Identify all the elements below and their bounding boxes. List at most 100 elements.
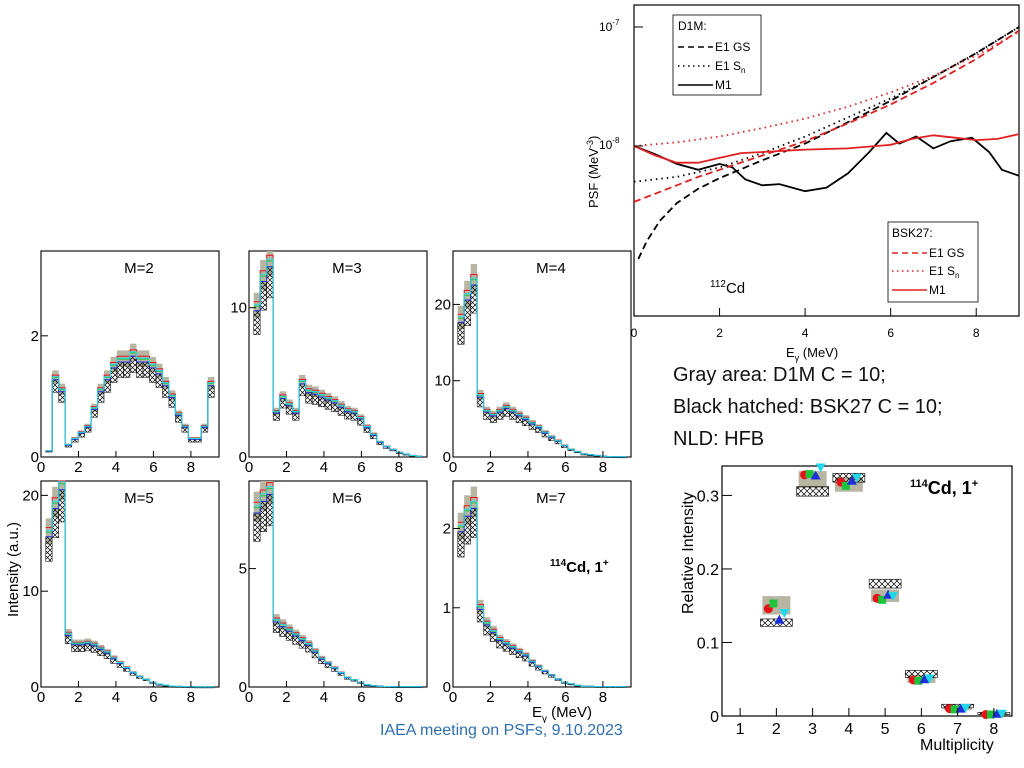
spectrum-gray-band	[464, 280, 471, 308]
spectrum-hatched-band	[149, 367, 157, 383]
spectrum-hatched-band	[476, 609, 484, 623]
relative-intensity-chart: 1 2 3 4 5 6 7 8 0 0.1 0.2 0.3 Relative Intensity Mu…	[680, 463, 1013, 754]
spectrum-hatched-band	[298, 640, 306, 649]
legend-bsk-m1: M1	[929, 283, 946, 297]
spectrum-ytick-label: 0	[31, 449, 39, 466]
relint-xtick-label: 7	[953, 721, 962, 738]
spectrum-hatched-band	[463, 299, 471, 326]
spectrum-ytick-label: 2	[443, 521, 451, 538]
spectrum-hatched-band	[318, 396, 326, 408]
spectrum-xtick-label: 4	[112, 689, 120, 706]
relint-point-green-square	[986, 710, 995, 719]
spectrum-frame	[248, 480, 428, 688]
relint-point-cyan-triangle	[888, 592, 899, 602]
spectrum-hatched-band	[476, 396, 484, 408]
spectrum-xtick-label: 8	[395, 459, 403, 476]
relint-point-green-square	[769, 599, 778, 608]
relint-xtick-label: 8	[989, 721, 998, 738]
relint-xtick-label: 6	[917, 721, 926, 738]
spectrum-hatched-band	[483, 624, 491, 636]
spectrum-gray-band	[253, 292, 261, 319]
spectrum-gray-band	[253, 491, 261, 522]
psf-xtick-label: 0	[631, 326, 638, 340]
spectrum-xtick-label: 8	[599, 689, 607, 706]
psf-series-bsk27-e1-gs	[634, 29, 1019, 203]
spectrum-panel-m5: 0 2 4 6 8 0 10 20 M=5	[22, 480, 220, 706]
psf-xtick-label: 2	[716, 326, 723, 340]
spectrum-hatched-band	[279, 398, 287, 409]
spectrum-gray-band	[266, 481, 274, 505]
spectrum-xtick-label: 2	[74, 689, 82, 706]
spectrum-xtick-label: 4	[524, 689, 532, 706]
relint-point-blue-triangle	[810, 470, 821, 480]
spectrum-gray-band	[266, 251, 274, 277]
spectrum-hatched-band	[58, 391, 66, 403]
spectrum-hatched-band	[363, 427, 371, 433]
spectrum-hatched-band	[97, 649, 105, 656]
spectrum-hatched-band	[489, 415, 497, 423]
spectrum-hatched-band	[324, 399, 332, 410]
relint-point-cyan-triangle	[851, 473, 862, 483]
psf-chart: 0 2 4 6 8 10-7 10-8 PSF (MeV-3) Eγ (MeV) 112…	[585, 4, 1020, 363]
spectrum-hatched-band	[515, 651, 523, 659]
spectrum-xtick-label: 4	[524, 459, 532, 476]
spectrum-hatched-band	[64, 635, 72, 645]
spectrum-panel-m3: 0 2 4 6 8 0 10 M=3	[230, 250, 428, 476]
spectrum-gray-band	[457, 512, 465, 540]
spectrum-hatched-band	[97, 391, 105, 403]
spectrum-xtick-label: 6	[357, 689, 365, 706]
spectrum-series-line	[253, 258, 423, 457]
spectrum-hatched-band	[457, 531, 465, 558]
spectrum-hatched-band	[350, 412, 358, 421]
spectrum-hatched-band	[162, 385, 170, 398]
spectrum-hatched-band	[331, 402, 339, 412]
spectrum-hatched-band	[357, 418, 365, 426]
spectrum-hatched-band	[457, 322, 465, 345]
spectrum-hatched-band	[463, 515, 471, 545]
relint-point-green-square	[914, 676, 923, 685]
spectrum-hatched-band	[272, 412, 280, 421]
spectrum-xtick-label: 2	[74, 459, 82, 476]
relint-ytick-label: 0.2	[697, 562, 719, 579]
spectrum-xtick-label: 8	[187, 689, 195, 706]
spectrum-hatched-band	[528, 423, 536, 430]
spectrum-hatched-band	[201, 427, 209, 433]
spectrum-hatched-band	[470, 508, 478, 538]
spectrum-panel-label: M=3	[332, 260, 362, 277]
spectrum-frame	[452, 250, 632, 458]
psf-series-bsk27-m1	[634, 133, 1019, 164]
spectrum-hatched-band	[90, 409, 98, 418]
spectra-nucleus-label: 114Cd, 1+	[550, 558, 609, 576]
spectrum-hatched-band	[259, 501, 267, 532]
spectrum-hatched-band	[110, 658, 118, 664]
psf-x-ticks: 0 2 4 6 8	[631, 308, 980, 340]
spectrum-gray-band	[45, 518, 53, 545]
spectrum-xtick-label: 0	[245, 689, 253, 706]
spectrum-hatched-band	[324, 663, 332, 668]
relint-point-green-square	[950, 705, 959, 714]
psf-legend-d1m: D1M: E1 GS E1 Sn M1	[672, 14, 762, 96]
spectrum-hatched-band	[123, 361, 131, 378]
spectrum-hatched-band	[51, 508, 59, 538]
spectrum-xtick-label: 2	[486, 459, 494, 476]
spectrum-ytick-label: 0	[443, 679, 451, 696]
spectrum-frame	[40, 480, 220, 688]
spectrum-hatched-band	[483, 411, 491, 420]
spectrum-hatched-band	[253, 512, 261, 542]
spectrum-ytick-label: 0	[31, 679, 39, 696]
spectrum-ytick-label: 10	[22, 583, 39, 600]
spectrum-panel-label: M=2	[124, 260, 154, 277]
spectrum-hatched-band	[207, 385, 215, 398]
psf-xtick-label: 8	[973, 326, 980, 340]
spectrum-series-line	[45, 481, 215, 688]
spectrum-gray-band	[470, 263, 478, 294]
spectrum-panel-m2: 0 2 4 6 8 0 2 M=2	[31, 250, 220, 476]
spectrum-xtick-label: 0	[449, 459, 457, 476]
spectrum-hatched-band	[129, 355, 137, 373]
spectrum-gray-band	[464, 495, 471, 525]
spectrum-gray-band	[52, 486, 59, 518]
relint-ytick-label: 0.1	[697, 635, 719, 652]
psf-ylabel: PSF (MeV-3)	[585, 136, 601, 208]
